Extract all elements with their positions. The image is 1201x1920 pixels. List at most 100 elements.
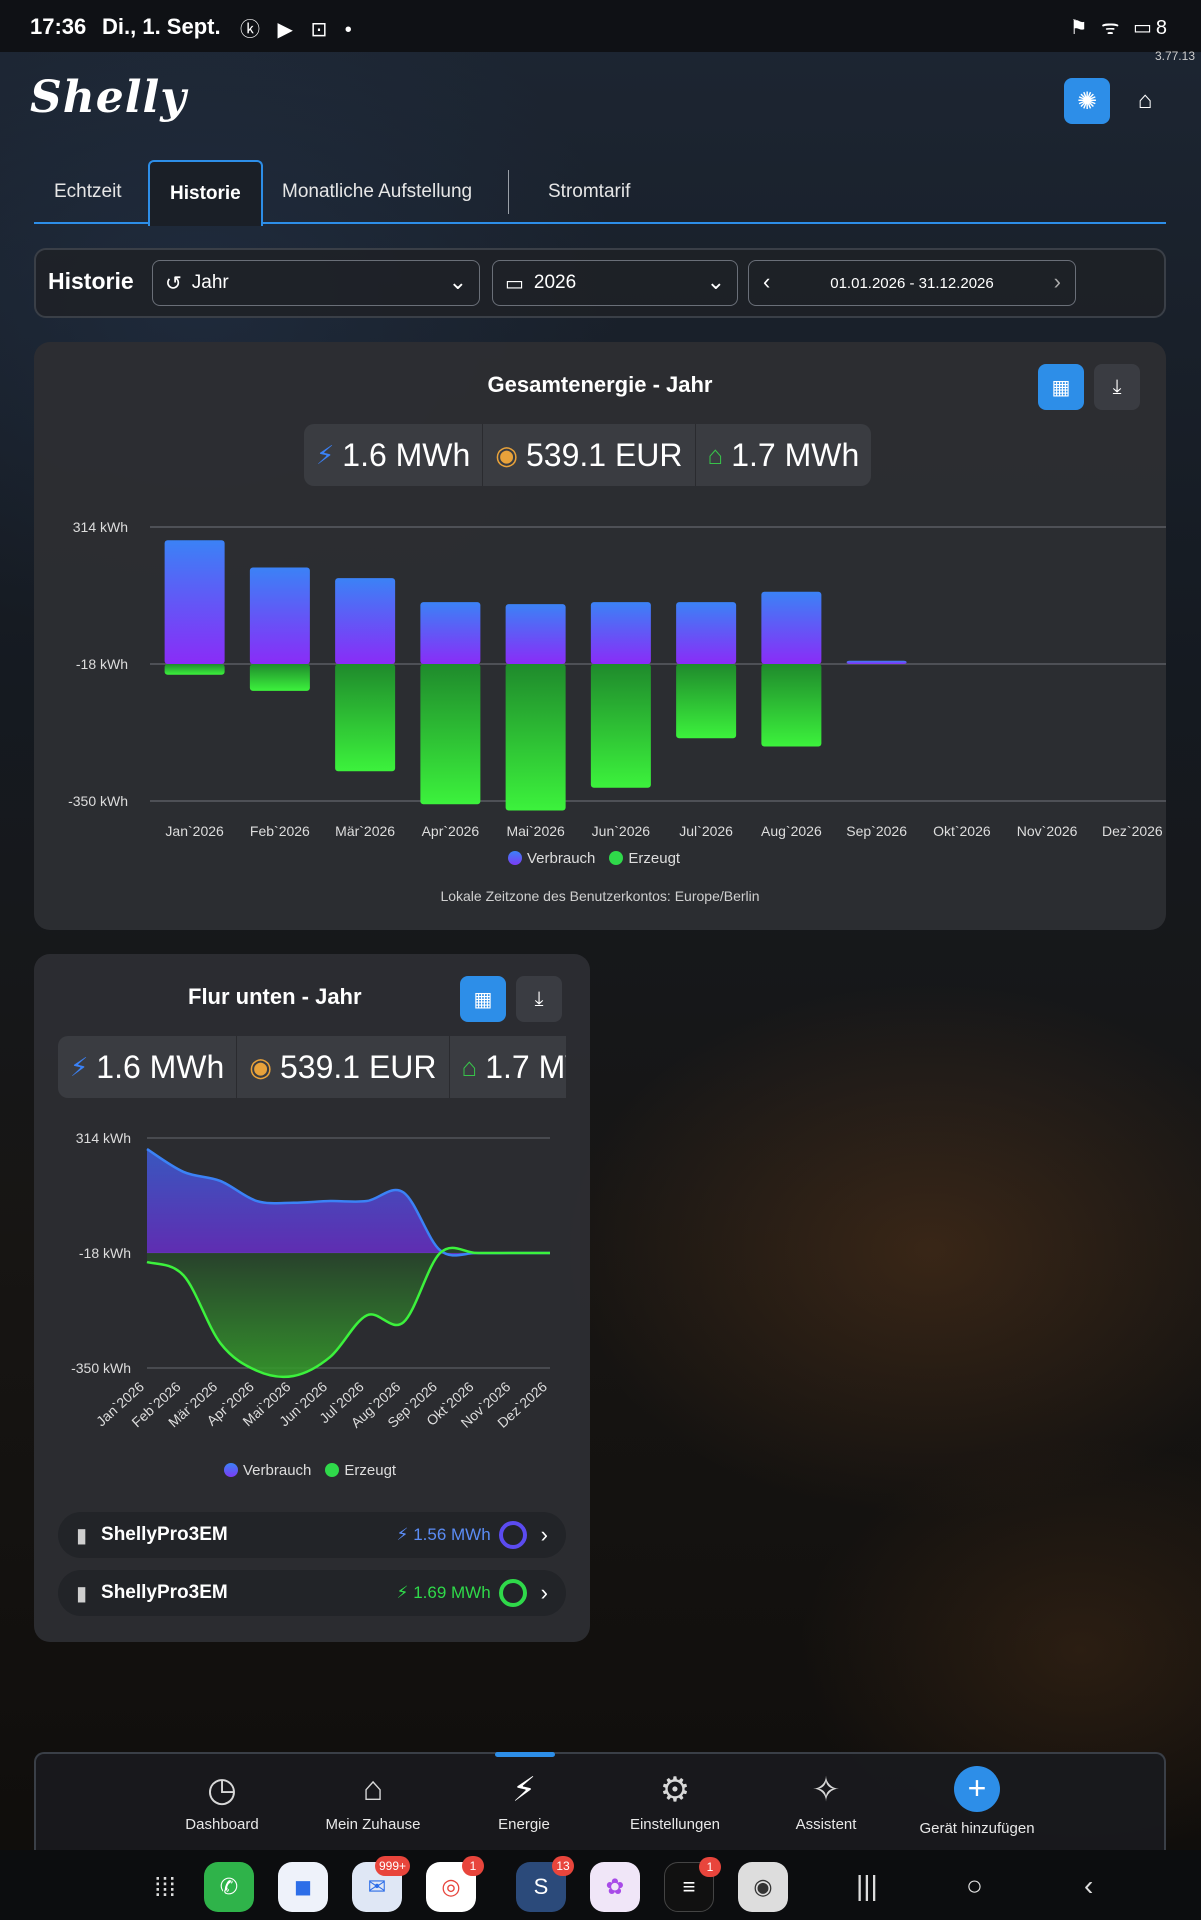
device-energy-title: Flur unten - Jahr [188, 984, 362, 1010]
total-energy-title: Gesamtenergie - Jahr [34, 372, 1166, 398]
tab-echtzeit[interactable]: Echtzeit [34, 160, 142, 224]
filter-title: Historie [48, 268, 134, 295]
meter-icon: ▮ [76, 1581, 87, 1606]
nav-assistent[interactable]: ✧ Assistent [751, 1754, 901, 1850]
chevron-right-icon: › [541, 1522, 548, 1548]
bolt-icon: ⚡ [316, 440, 334, 471]
shelly-badge: 13 [552, 1856, 574, 1876]
summary-cost: ◉ 539.1 EUR [237, 1036, 449, 1098]
percent-badge-icon: ✺ [1077, 87, 1097, 116]
file-download-icon: ⤓ [1113, 376, 1122, 399]
device-name: ShellyPro3EM [101, 1524, 397, 1546]
nav-einstellungen[interactable]: ⚙ Einstellungen [600, 1754, 750, 1850]
promo-button[interactable]: ✺ [1064, 78, 1110, 124]
device-name: ShellyPro3EM [101, 1582, 397, 1604]
recents-button[interactable]: ||| [856, 1870, 878, 1902]
bar-produced [761, 664, 821, 747]
house-icon: ⌂ [298, 1770, 448, 1810]
solar-panel-icon: ▦ [474, 987, 493, 1012]
status-notification-icons: ⓚ ▶ ⊡ • [240, 13, 358, 42]
total-energy-card: Gesamtenergie - Jahr ▦ ⤓ ⚡ 1.6 MWh ◉ 539… [34, 342, 1166, 930]
calendar-icon: ▭ [505, 271, 524, 296]
bottom-navigation: ◷ Dashboard ⌂ Mein Zuhause ⚡ Energie ⚙ E… [34, 1752, 1166, 1850]
x-tick-label: Jun`2026 [592, 823, 651, 839]
period-select[interactable]: ↺ Jahr ⌄ [152, 260, 480, 306]
legend-consumption[interactable]: Verbrauch [224, 1462, 311, 1479]
bar-produced [420, 664, 480, 804]
bar-consumption [847, 661, 907, 664]
tab-monatliche-aufstellung[interactable]: Monatliche Aufstellung [262, 160, 492, 224]
file-download-icon: ⤓ [535, 988, 544, 1011]
bar-consumption [250, 567, 310, 664]
bar-consumption [761, 592, 821, 664]
period-value: Jahr [192, 272, 229, 294]
date-range-navigator: ‹ 01.01.2026 - 31.12.2026 › [748, 260, 1076, 306]
device-row-consumption[interactable]: ▮ ShellyPro3EM ⚡ 1.56 MWh › [58, 1512, 566, 1558]
x-tick-label: Dez`2026 [1102, 823, 1163, 839]
solar-house-icon: ⌂ [708, 440, 724, 471]
next-period-button[interactable]: › [1054, 269, 1061, 295]
bar-consumption [335, 578, 395, 664]
camera-app-icon[interactable]: ◉ [738, 1862, 788, 1912]
back-button[interactable]: ‹ [1084, 1870, 1093, 1902]
news-app-icon[interactable]: ≡ 1 [664, 1862, 714, 1912]
y-tick-label: -18 kWh [76, 656, 128, 672]
history-filter-bar: Historie ↺ Jahr ⌄ ▭ 2026 ⌄ ‹ 01.01.2026 … [34, 248, 1166, 318]
chart-view-toggle-button[interactable]: ▦ [1038, 364, 1084, 410]
device-row-produced[interactable]: ▮ ShellyPro3EM ⚡ 1.69 MWh › [58, 1570, 566, 1616]
area-chart-legend: Verbrauch Erzeugt [224, 1462, 396, 1479]
copilot-app-icon[interactable]: ✿ [590, 1862, 640, 1912]
legend-produced[interactable]: Erzeugt [609, 850, 680, 867]
export-button[interactable]: ⤓ [516, 976, 562, 1022]
sparkle-icon: ✧ [751, 1770, 901, 1810]
legend-consumption[interactable]: Verbrauch [508, 850, 595, 867]
nav-mein-zuhause[interactable]: ⌂ Mein Zuhause [298, 1754, 448, 1850]
home-button[interactable]: ⌂ [1122, 78, 1168, 124]
nav-dashboard[interactable]: ◷ Dashboard [147, 1754, 297, 1850]
mail-app-icon[interactable]: ✉ 999+ [352, 1862, 402, 1912]
x-tick-label: Okt`2026 [933, 823, 991, 839]
chevron-down-icon: ⌄ [707, 269, 725, 295]
gear-icon: ⚙ [600, 1770, 750, 1810]
bar-chart-legend: Verbrauch Erzeugt [508, 850, 680, 867]
bolt-icon: ⚡ [449, 1770, 599, 1810]
summary-produced: ⌂ 1.7 MWh [696, 424, 872, 486]
tab-stromtarif[interactable]: Stromtarif [528, 160, 650, 224]
solar-house-icon: ⌂ [462, 1052, 478, 1083]
x-tick-label: Nov`2026 [1017, 823, 1078, 839]
app-drawer-icon[interactable]: ⁞⁞⁞ [140, 1862, 190, 1912]
shelly-app-icon[interactable]: Ѕ 13 [516, 1862, 566, 1912]
consumption-ring-icon [499, 1521, 527, 1549]
summary-cost: ◉ 539.1 EUR [483, 424, 695, 486]
total-summary: ⚡ 1.6 MWh ◉ 539.1 EUR ⌂ 1.7 MWh [304, 424, 871, 486]
coins-icon: ◉ [495, 440, 518, 471]
phone-app-icon[interactable]: ✆ [204, 1862, 254, 1912]
previous-period-button[interactable]: ‹ [763, 269, 770, 295]
nav-geraet-hinzufuegen[interactable]: + Gerät hinzufügen [902, 1754, 1052, 1850]
timezone-note: Lokale Zeitzone des Benutzerkontos: Euro… [34, 888, 1166, 904]
home-nav-button[interactable]: ○ [966, 1870, 983, 1902]
bar-consumption [165, 540, 225, 664]
x-tick-label: Mai`2026 [506, 823, 565, 839]
tab-historie[interactable]: Historie [148, 160, 263, 226]
shelly-logo: Shelly [30, 72, 187, 123]
mail-badge: 999+ [375, 1856, 410, 1876]
status-date: Di., 1. Sept. [102, 14, 221, 40]
coins-icon: ◉ [249, 1052, 272, 1083]
year-select[interactable]: ▭ 2026 ⌄ [492, 260, 738, 306]
summary-consumption: ⚡ 1.6 MWh [58, 1036, 237, 1098]
device-energy-area-chart: 314 kWh-18 kWh-350 kWhJan`2026Feb`2026Mä… [34, 1120, 590, 1480]
nav-energie[interactable]: ⚡ Energie [449, 1754, 599, 1850]
chart-view-toggle-button[interactable]: ▦ [460, 976, 506, 1022]
chrome-app-icon[interactable]: ◎ 1 [426, 1862, 476, 1912]
export-button[interactable]: ⤓ [1094, 364, 1140, 410]
messages-app-icon[interactable]: ◼ [278, 1862, 328, 1912]
legend-produced[interactable]: Erzeugt [325, 1462, 396, 1479]
home-icon: ⌂ [1138, 87, 1153, 115]
device-summary: ⚡ 1.6 MWh ◉ 539.1 EUR ⌂ 1.7 MWh [58, 1036, 566, 1098]
bar-consumption [676, 602, 736, 664]
x-tick-label: Aug`2026 [761, 823, 822, 839]
y-tick-label: -350 kWh [68, 793, 128, 809]
area-produced [147, 1248, 550, 1377]
x-tick-label: Feb`2026 [250, 823, 310, 839]
